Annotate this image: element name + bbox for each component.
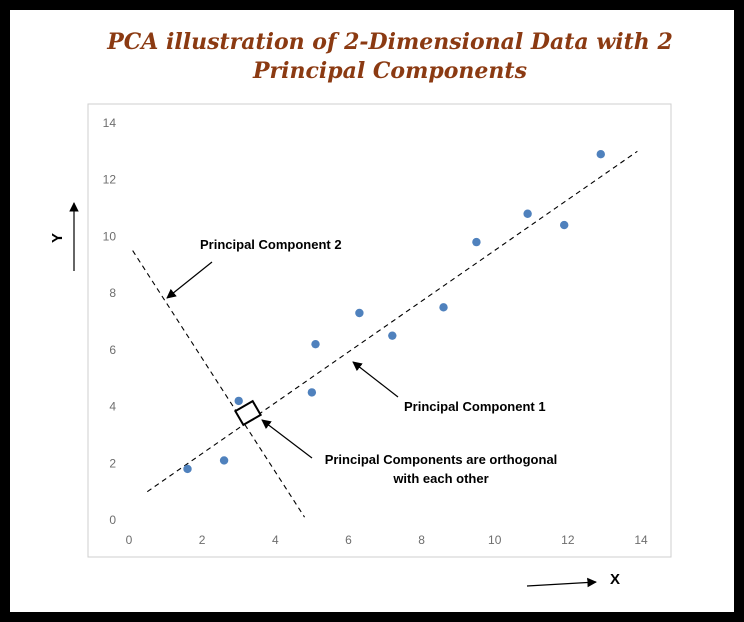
annotation-pc2-arrow bbox=[166, 261, 213, 299]
x-tick-label: 0 bbox=[126, 533, 133, 547]
annotation-orthogonal-arrow bbox=[261, 419, 313, 459]
data-point bbox=[388, 331, 397, 340]
annotation-pc1-arrow bbox=[352, 361, 399, 398]
y-tick-label: 12 bbox=[103, 173, 117, 187]
x-tick-labels: 0 2 4 6 8 10 12 14 bbox=[126, 533, 648, 547]
data-point bbox=[355, 308, 364, 318]
data-point bbox=[219, 456, 229, 465]
y-tick-labels: 0 2 4 6 8 10 12 14 bbox=[103, 116, 117, 527]
y-tick-label: 6 bbox=[109, 343, 116, 357]
principal-component-2-line bbox=[132, 250, 306, 518]
x-tick-label: 10 bbox=[488, 533, 502, 547]
data-point bbox=[311, 339, 320, 349]
chart-title: PCA illustration of 2-Dimensional Data w… bbox=[60, 28, 720, 86]
x-axis-arrow bbox=[526, 577, 597, 588]
x-tick-label: 12 bbox=[561, 533, 575, 547]
x-tick-label: 4 bbox=[272, 533, 279, 547]
chart-title-line-1: PCA illustration of 2-Dimensional Data w… bbox=[107, 29, 673, 55]
data-point bbox=[439, 303, 448, 312]
y-tick-label: 14 bbox=[103, 116, 117, 130]
chart-title-line-2: Principal Components bbox=[253, 58, 527, 84]
data-point bbox=[523, 209, 532, 218]
data-point bbox=[307, 388, 317, 397]
x-tick-label: 6 bbox=[345, 533, 352, 547]
data-point bbox=[472, 237, 481, 247]
data-point bbox=[183, 464, 192, 474]
right-angle-marker bbox=[233, 399, 263, 427]
x-tick-label: 2 bbox=[199, 533, 206, 547]
x-axis-label: X bbox=[610, 571, 620, 588]
annotation-pc2: Principal Component 2 bbox=[200, 237, 342, 252]
y-axis-label: Y bbox=[49, 233, 66, 243]
x-tick-label: 14 bbox=[634, 533, 648, 547]
y-tick-label: 0 bbox=[109, 513, 116, 527]
y-tick-label: 4 bbox=[109, 400, 116, 414]
data-point bbox=[596, 149, 605, 159]
principal-component-lines bbox=[132, 150, 638, 518]
data-point bbox=[560, 220, 569, 230]
data-point bbox=[234, 396, 243, 406]
y-tick-label: 10 bbox=[103, 229, 117, 243]
annotation-orthogonal-line-1: Principal Components are orthogonal bbox=[325, 452, 558, 467]
principal-component-1-line bbox=[146, 150, 638, 493]
data-points bbox=[183, 149, 605, 474]
y-tick-label: 8 bbox=[109, 286, 116, 300]
x-tick-label: 8 bbox=[418, 533, 425, 547]
annotation-orthogonal-line-2: with each other bbox=[392, 471, 488, 486]
annotation-pc1: Principal Component 1 bbox=[404, 399, 546, 414]
y-tick-label: 2 bbox=[109, 456, 116, 470]
